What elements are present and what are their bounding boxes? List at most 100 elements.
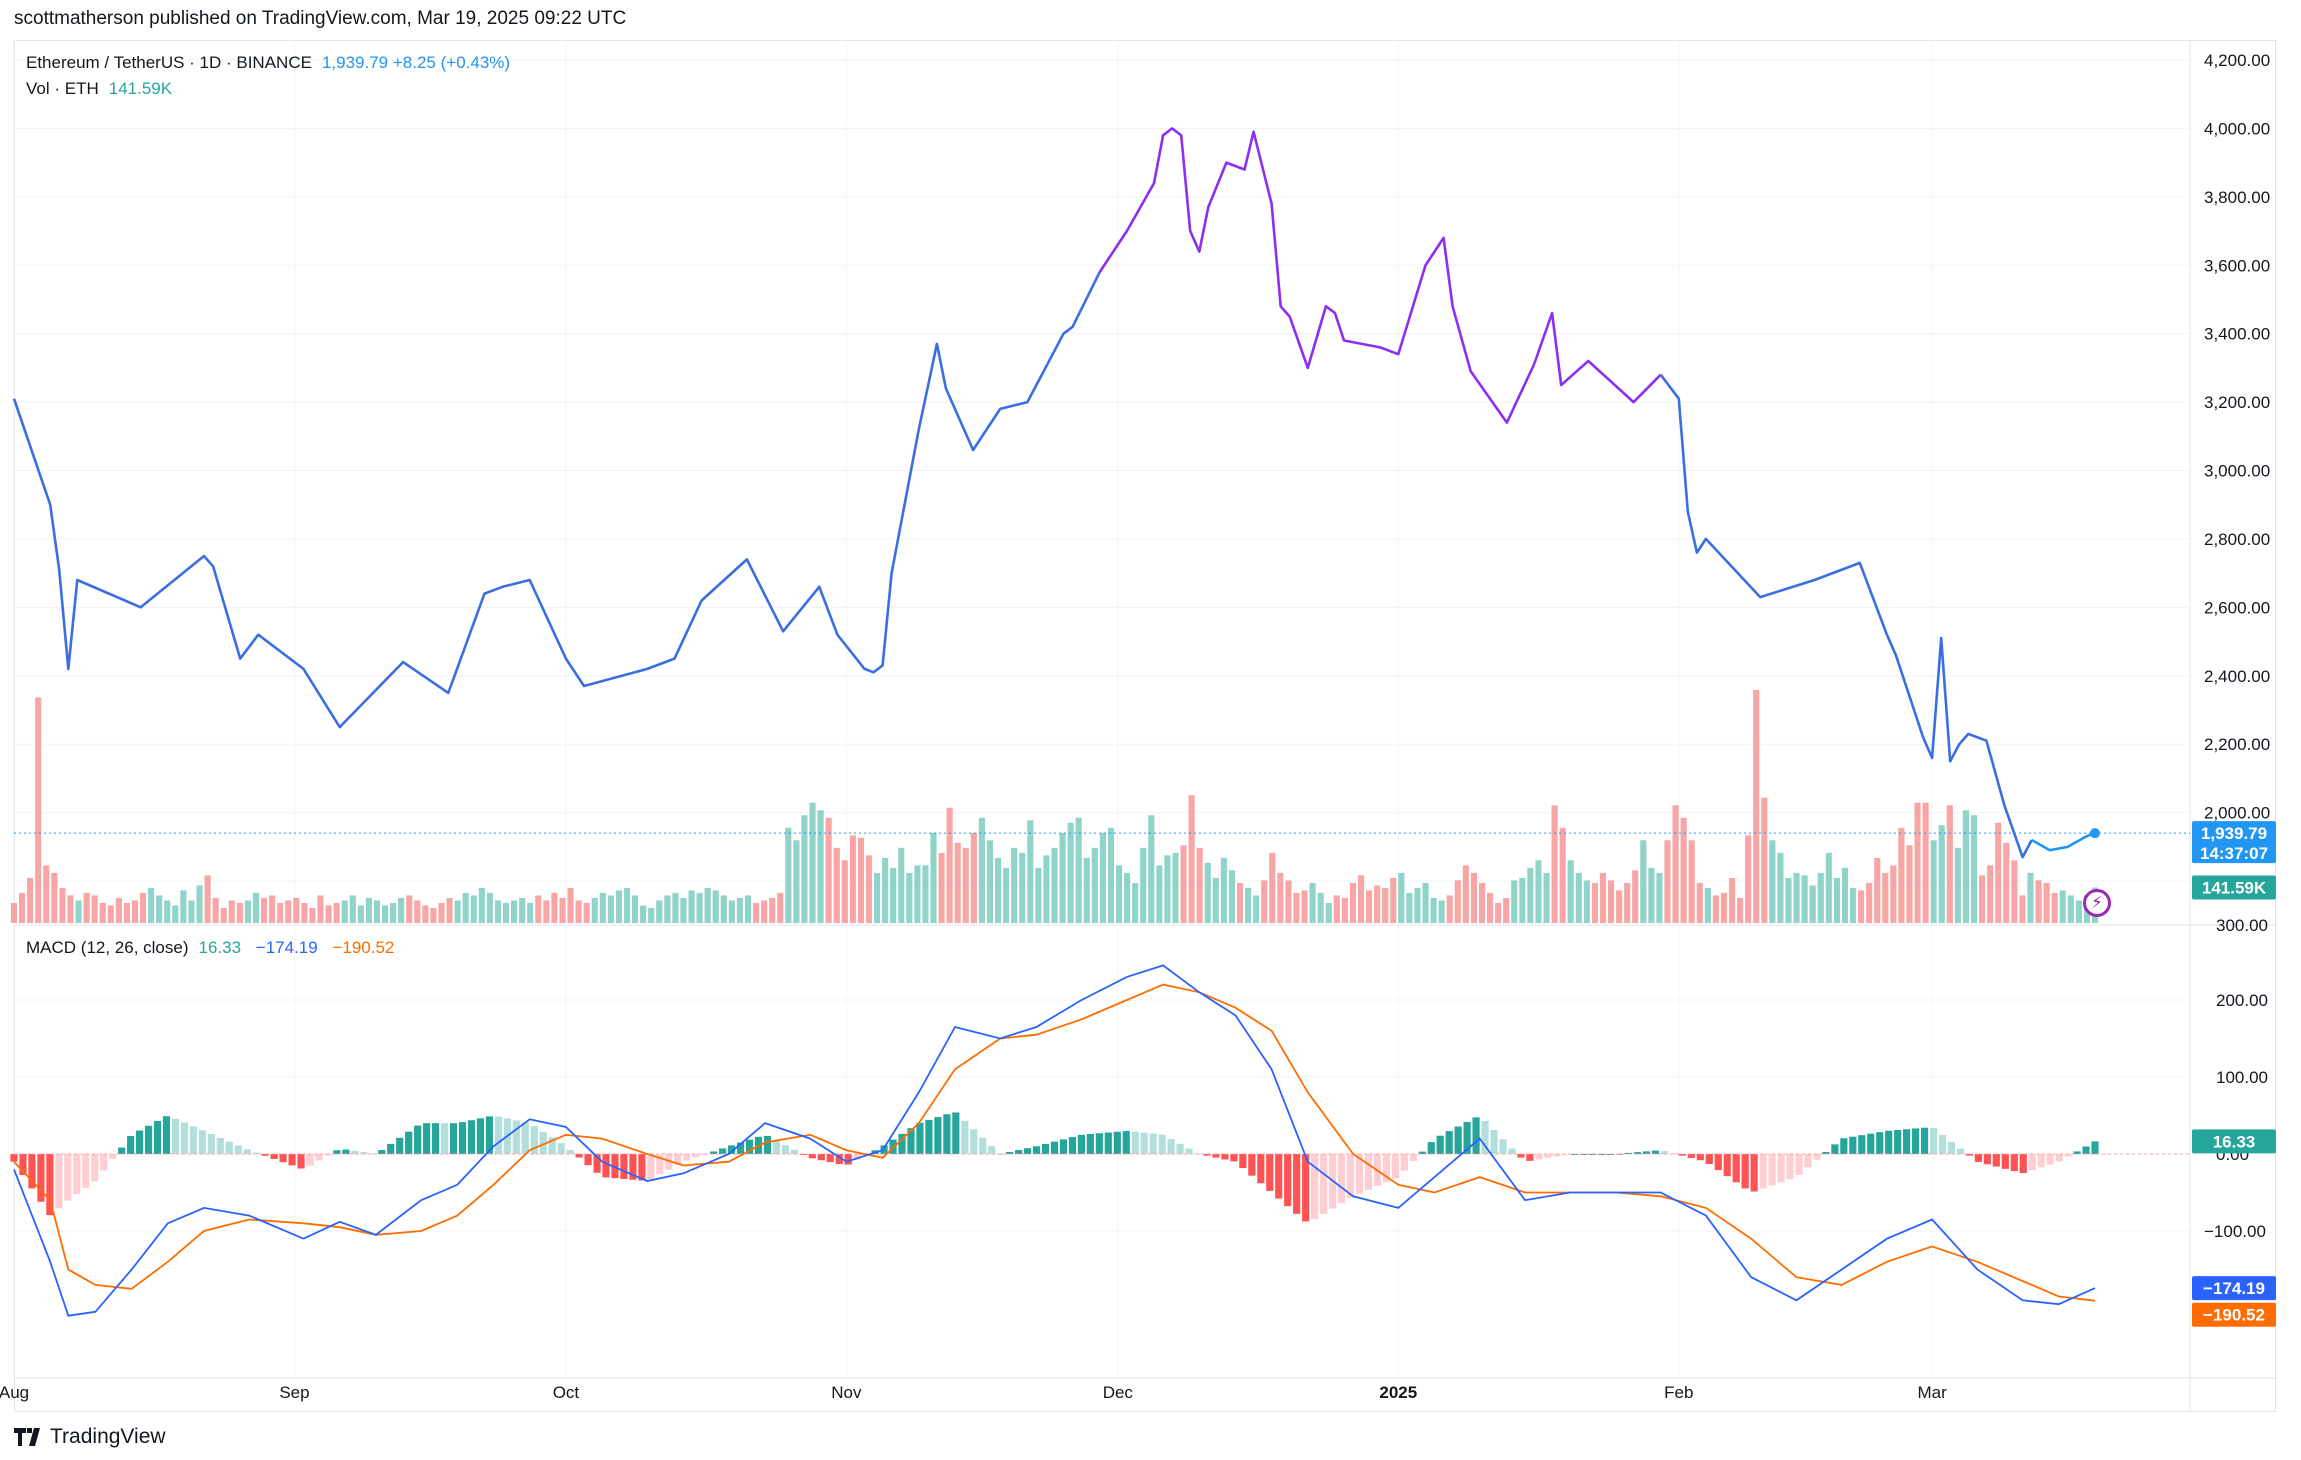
volume-bar [527, 902, 534, 923]
macd-histogram-bar [584, 1154, 592, 1166]
volume-bar [1333, 895, 1340, 923]
macd-histogram-bar [306, 1154, 314, 1166]
macd-histogram-bar [1822, 1152, 1830, 1154]
price-tick-label: 3,200.00 [2204, 393, 2270, 412]
macd-histogram-bar [683, 1154, 691, 1161]
macd-legend[interactable]: MACD (12, 26, close) 16.33 −174.19 −190.5… [26, 938, 394, 958]
volume-bar [486, 892, 493, 923]
volume-bar [236, 902, 243, 923]
volume-bar [986, 840, 994, 923]
volume-bar [1027, 820, 1034, 923]
macd-histogram-bar [476, 1118, 485, 1154]
volume-bar [736, 897, 743, 923]
volume-bar [365, 897, 372, 923]
volume-bar [1979, 875, 1986, 923]
volume-bar [543, 900, 550, 923]
flash-icon[interactable]: ⚡ [2083, 889, 2111, 917]
macd-histogram-bar [1176, 1143, 1184, 1154]
macd-histogram-bar [1687, 1154, 1695, 1158]
volume-bar [373, 900, 381, 923]
macd-line-badge-text: −174.19 [2203, 1279, 2265, 1298]
macd-histogram-bar [1723, 1154, 1731, 1177]
macd-histogram-bar [1266, 1154, 1274, 1191]
volume-bar [1841, 867, 1849, 923]
macd-histogram-bar [2037, 1154, 2045, 1168]
macd-histogram-bar [180, 1122, 189, 1154]
macd-histogram-bar [1006, 1151, 1014, 1154]
macd-histogram-bar [2055, 1154, 2063, 1162]
volume-bar [1922, 802, 1929, 923]
volume-bar [1914, 802, 1921, 923]
volume-bar [535, 895, 542, 923]
volume-bar [1640, 840, 1647, 923]
tradingview-brand[interactable]: TradingView [14, 1425, 166, 1449]
macd-histogram-bar [2010, 1154, 2018, 1172]
macd-histogram-bar [763, 1136, 772, 1154]
volume-bar [1422, 882, 1429, 923]
macd-line-badge-bg [2192, 1276, 2276, 1301]
volume-bar [672, 892, 679, 923]
volume-bar [1777, 852, 1784, 923]
volume-bar [1761, 797, 1768, 923]
macd-histogram-bar [100, 1154, 108, 1171]
macd-histogram-bar [1732, 1154, 1740, 1183]
volume-bar [1349, 882, 1357, 923]
volume-bar [438, 902, 445, 923]
macd-histogram-bar [647, 1154, 655, 1180]
macd-histogram-bar [710, 1151, 718, 1154]
volume-bar [922, 865, 929, 923]
volume-bar [1220, 857, 1227, 923]
volume-bar [293, 897, 300, 923]
volume-bar [228, 900, 235, 923]
volume-bar [1753, 690, 1760, 923]
macd-histogram-bar [530, 1126, 538, 1154]
volume-bar [833, 847, 840, 923]
volume-bar [1414, 887, 1421, 923]
macd-histogram-bar [1140, 1132, 1148, 1154]
macd-histogram-bar [1122, 1130, 1130, 1154]
volume-bar [640, 905, 647, 923]
volume-bar [244, 900, 251, 923]
macd-histogram-bar [1777, 1154, 1785, 1183]
macd-histogram-bar [207, 1134, 215, 1154]
macd-histogram-bar [423, 1123, 431, 1154]
volume-bar [761, 900, 768, 923]
volume-bar [430, 907, 437, 923]
macd-histogram-bar [2064, 1154, 2072, 1157]
macd-histogram-bar [674, 1154, 682, 1165]
tradingview-logo-icon [14, 1428, 44, 1446]
macd-histogram-bar [1185, 1148, 1193, 1154]
volume-bar [2019, 895, 2026, 923]
macd-histogram-bar [1849, 1136, 1857, 1154]
symbol-legend[interactable]: Ethereum / TetherUS · 1D · BINANCE 1,939.… [26, 53, 510, 73]
macd-histogram-bar [297, 1154, 305, 1169]
time-tick-label: 2025 [1379, 1383, 1417, 1402]
macd-histogram-bar [1409, 1154, 1417, 1162]
volume-bar [1253, 895, 1260, 923]
volume-bar [1632, 870, 1639, 923]
macd-histogram-bar [1535, 1154, 1543, 1160]
volume-bar [793, 840, 800, 923]
volume-bar [1454, 880, 1461, 923]
macd-histogram-bar [611, 1154, 619, 1179]
volume-bar [252, 892, 260, 923]
macd-histogram-bar [1885, 1130, 1893, 1154]
volume-bar [1946, 805, 1953, 923]
grid-layer [13, 40, 2276, 1412]
volume-bar [51, 872, 58, 923]
volume-bar [1357, 875, 1365, 923]
macd-histogram-bar [64, 1154, 72, 1201]
volume-bar [1470, 872, 1477, 923]
macd-histogram-bar [1741, 1154, 1749, 1189]
volume-bar [1648, 867, 1655, 923]
volume-bar [930, 832, 937, 923]
macd-histogram-bar [1149, 1133, 1157, 1154]
macd-histogram-bar [907, 1128, 915, 1154]
volume-bar [1680, 817, 1687, 923]
volume-bar [1704, 887, 1711, 923]
volume-legend[interactable]: Vol · ETH 141.59K [26, 79, 172, 99]
macd-histogram-bar [1813, 1154, 1821, 1160]
price-tick-label: 3,400.00 [2204, 325, 2270, 344]
